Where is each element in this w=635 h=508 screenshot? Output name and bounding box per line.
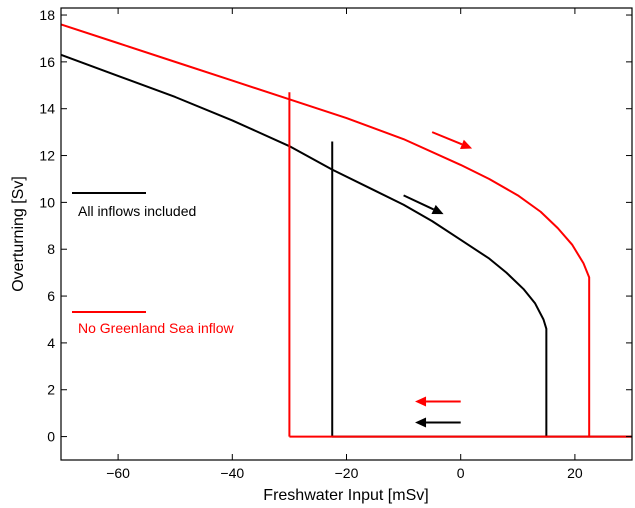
plot-background — [61, 8, 632, 460]
y-tick-label: 8 — [47, 241, 55, 257]
x-tick-label: −40 — [220, 465, 244, 481]
legend: All inflows included No Greenland Sea in… — [72, 192, 235, 336]
y-tick-label: 18 — [39, 7, 55, 23]
direction-arrow-shaft — [403, 194, 435, 211]
plot-curves — [60, 23, 632, 438]
x-axis-label: Freshwater Input [mSv] — [263, 487, 428, 504]
y-tick-label: 14 — [39, 101, 55, 117]
y-tick-label: 2 — [47, 382, 55, 398]
plot-branches — [288, 92, 590, 438]
y-tick-label: 12 — [39, 148, 55, 164]
plot-arrows — [403, 131, 473, 428]
direction-arrow-head — [431, 204, 444, 215]
x-tick-label: 0 — [457, 465, 465, 481]
direction-arrow-2 — [415, 396, 461, 407]
y-ticks: 0 2 4 6 8 10 12 14 16 18 — [39, 7, 632, 445]
x-tick-label: 20 — [567, 465, 583, 481]
direction-arrow-0 — [431, 131, 473, 149]
y-axis-label: Overturning [Sv] — [10, 176, 27, 292]
series-line-all-inflows-included — [60, 53, 632, 438]
x-tick-label: −20 — [335, 465, 359, 481]
direction-arrow-head — [415, 396, 427, 407]
y-tick-label: 6 — [47, 288, 55, 304]
y-tick-label: 16 — [39, 54, 55, 70]
legend-label-all-inflows: All inflows included — [78, 203, 196, 219]
y-tick-label: 10 — [39, 194, 55, 210]
direction-arrow-1 — [403, 194, 444, 215]
series-line-no-greenland-sea-inflow — [60, 23, 632, 438]
direction-arrow-head — [415, 417, 427, 428]
x-ticks: −60 −40 −20 0 20 — [106, 8, 583, 481]
y-tick-label: 0 — [47, 429, 55, 445]
direction-arrow-shaft — [431, 131, 463, 146]
x-tick-label: −60 — [106, 465, 130, 481]
direction-arrow-head — [460, 139, 473, 149]
y-tick-label: 4 — [47, 335, 55, 351]
legend-label-no-greenland: No Greenland Sea inflow — [78, 320, 235, 336]
direction-arrow-3 — [415, 417, 461, 428]
